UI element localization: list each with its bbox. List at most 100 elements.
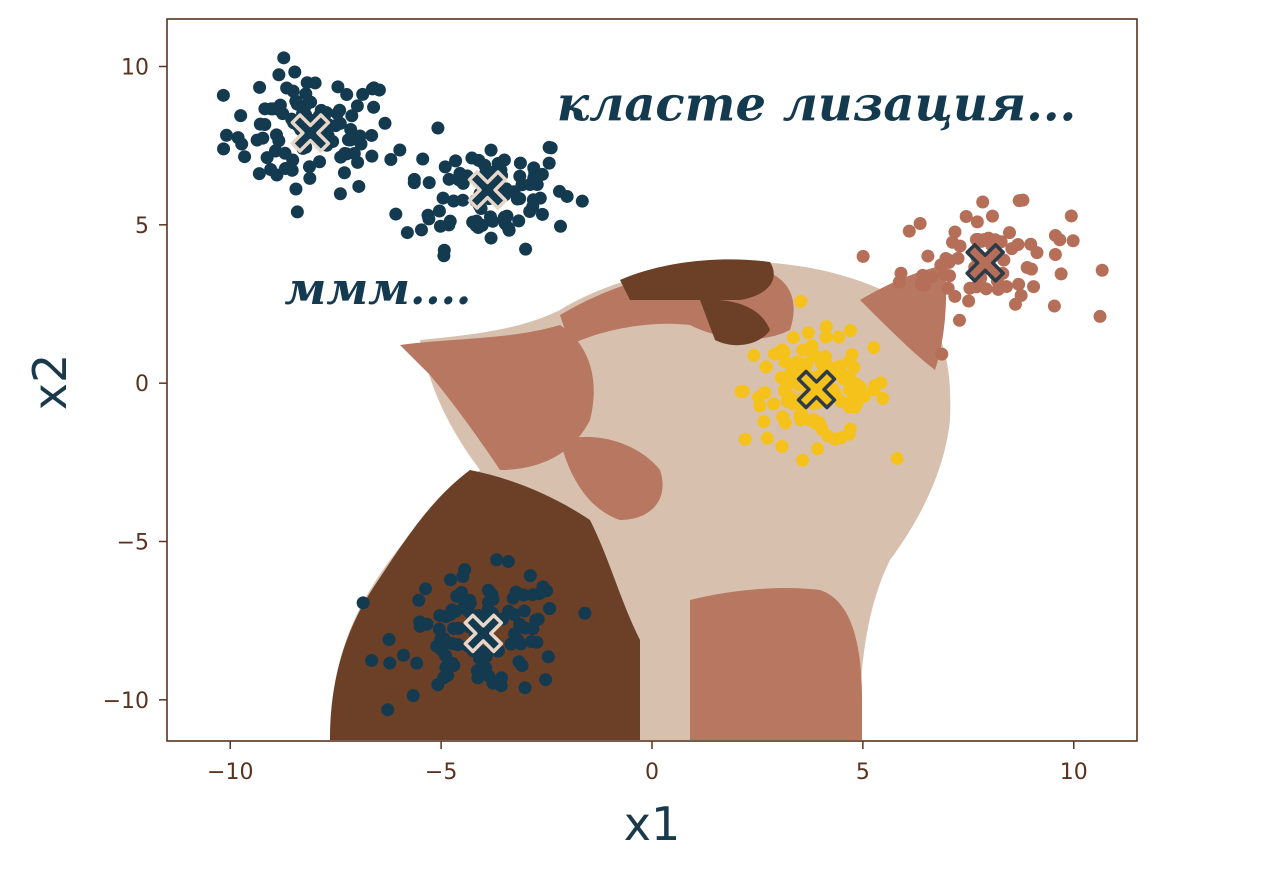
scatter-point [842,427,856,441]
scatter-point [491,156,505,170]
annotations: класте лизация... ммм.... [284,76,1076,315]
scatter-point [921,249,935,263]
scatter-point [381,703,395,717]
scatter-point [539,673,553,687]
y-tick-label: 10 [121,56,149,81]
scatter-point [1027,280,1041,294]
scatter-point [400,226,414,240]
scatter-point [946,235,960,249]
scatter-point [1093,309,1107,323]
scatter-point [356,87,370,101]
scatter-point [314,103,328,117]
scatter-point [1048,247,1062,261]
scatter-point [331,80,345,94]
y-axis-label: x2 [23,354,77,411]
scatter-point [775,343,789,357]
scatter-point [1012,277,1026,291]
cluster-center-marker [796,369,837,410]
scatter-point [512,214,526,228]
scatter-point [533,587,547,601]
scatter-point [991,282,1005,296]
scatter-point [343,133,357,147]
scatter-point [934,258,948,272]
scatter-point [422,212,436,226]
scatter-point [365,653,379,667]
scatter-point [431,121,445,135]
scatter-point [776,410,790,424]
scatter-point [948,225,962,239]
scatter-point [757,415,771,429]
scatter-point [811,442,825,456]
scatter-point [979,282,993,296]
scatter-point [490,553,504,567]
scatter-point [313,155,327,169]
scatter-point [1054,267,1068,281]
scatter-point [535,207,549,221]
scatter-point [514,637,528,651]
y-tick-label: −5 [117,531,149,556]
scatter-point [384,153,398,167]
scatter-point [1047,299,1061,313]
scatter-point [217,142,231,156]
scatter-point [407,172,421,186]
scatter-point [894,266,908,280]
scatter-point [350,99,364,113]
scatter-point [542,140,556,154]
scatter-point [482,669,496,683]
scatter-point [458,563,472,577]
scatter-point [397,648,411,662]
scatter-point [439,610,453,624]
scatter-point [1066,234,1080,248]
scatter-point [340,88,354,102]
scatter-point [952,313,966,327]
cluster-center-marker [467,170,508,210]
scatter-point [519,242,533,256]
scatter-point [509,585,523,599]
scatter-point [913,216,927,230]
scatter-point [300,76,314,90]
scatter-point [543,602,557,616]
scatter-point [970,215,984,229]
scatter-point [969,232,983,246]
scatter-point [430,639,444,653]
scatter-point [289,182,303,196]
scatter-point [796,453,810,467]
scatter-point [431,678,445,692]
scatter-point [843,323,857,337]
scatter-point [828,432,842,446]
scatter-point [345,109,359,123]
scatter-point [365,128,379,142]
scatter-point [530,635,544,649]
scatter-point [976,195,990,209]
scatter-point [1020,260,1034,274]
scatter-point [290,205,304,219]
scatter-point [378,116,392,130]
scatter-point [303,171,317,185]
scatter-point [393,143,407,157]
scatter-point [874,376,888,390]
scatter-point [352,179,366,193]
scatter-point [447,659,461,673]
scatter-point [552,184,566,198]
cat-illustration [330,259,951,740]
scatter-point [365,149,379,163]
scatter-point [272,68,286,82]
scatter-point [288,65,302,79]
scatter-point [333,103,347,117]
scatter-point [526,193,540,207]
scatter-point [437,249,451,263]
scatter-point [941,281,955,295]
scatter-point [264,163,278,177]
scatter-point [526,622,540,636]
scatter-point [478,158,492,172]
scatter-point [962,294,976,308]
x-axis-label: x1 [624,797,681,851]
scatter-point [432,622,446,636]
scatter-point [367,81,381,95]
scatter-point [531,612,545,626]
scatter-point [471,221,485,235]
scatter-point [253,80,267,94]
x-tick-label: −5 [425,760,457,785]
scatter-point [389,207,403,221]
